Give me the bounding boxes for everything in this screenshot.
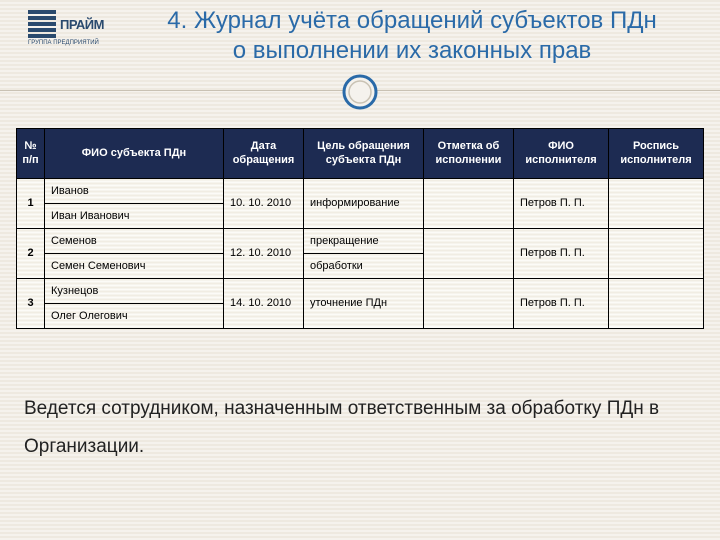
cell-date: 10. 10. 2010 bbox=[224, 178, 304, 228]
cell-goal: уточнение ПДн bbox=[304, 278, 424, 328]
logo-subtext: ГРУППА ПРЕДПРИЯТИЙ bbox=[28, 40, 106, 46]
title-line1: 4. Журнал учёта обращений субъектов ПДн bbox=[167, 7, 656, 34]
logo-bars-icon bbox=[28, 10, 56, 38]
page-title: 4. Журнал учёта обращений субъектов ПДн … bbox=[110, 6, 714, 66]
cell-mark bbox=[424, 278, 514, 328]
col-goal: Цель обращениясубъекта ПДн bbox=[304, 129, 424, 179]
cell-date: 14. 10. 2010 bbox=[224, 278, 304, 328]
cell-goal2: обработки bbox=[304, 253, 424, 278]
col-exec: ФИОисполнителя bbox=[514, 129, 609, 179]
ornament-circle-icon bbox=[340, 72, 380, 112]
cell-fio2: Семен Семенович bbox=[45, 253, 224, 278]
table-row: 2 Семенов 12. 10. 2010 прекращение Петро… bbox=[17, 228, 704, 253]
cell-fio2: Олег Олегович bbox=[45, 303, 224, 328]
cell-date: 12. 10. 2010 bbox=[224, 228, 304, 278]
cell-fio2: Иван Иванович bbox=[45, 203, 224, 228]
cell-sign bbox=[609, 228, 704, 278]
col-mark: Отметка обисполнении bbox=[424, 129, 514, 179]
col-fio: ФИО субъекта ПДн bbox=[45, 129, 224, 179]
cell-goal: прекращение bbox=[304, 228, 424, 253]
cell-exec: Петров П. П. bbox=[514, 178, 609, 228]
cell-num: 1 bbox=[17, 178, 45, 228]
cell-fio: Семенов bbox=[45, 228, 224, 253]
journal-table: №п/п ФИО субъекта ПДн Датаобращения Цель… bbox=[16, 128, 704, 329]
cell-exec: Петров П. П. bbox=[514, 278, 609, 328]
title-line2: о выполнении их законных прав bbox=[233, 37, 592, 64]
cell-fio: Кузнецов bbox=[45, 278, 224, 303]
logo-brand: ПРАЙМ bbox=[60, 17, 104, 32]
cell-num: 3 bbox=[17, 278, 45, 328]
col-num: №п/п bbox=[17, 129, 45, 179]
table-header-row: №п/п ФИО субъекта ПДн Датаобращения Цель… bbox=[17, 129, 704, 179]
cell-goal: информирование bbox=[304, 178, 424, 228]
cell-exec: Петров П. П. bbox=[514, 228, 609, 278]
cell-mark bbox=[424, 228, 514, 278]
table-row: 3 Кузнецов 14. 10. 2010 уточнение ПДн Пе… bbox=[17, 278, 704, 303]
logo: ПРАЙМ ГРУППА ПРЕДПРИЯТИЙ bbox=[28, 10, 106, 46]
footer-note: Ведется сотрудником, назначенным ответст… bbox=[24, 390, 696, 466]
col-sign: Росписьисполнителя bbox=[609, 129, 704, 179]
cell-sign bbox=[609, 178, 704, 228]
col-date: Датаобращения bbox=[224, 129, 304, 179]
cell-num: 2 bbox=[17, 228, 45, 278]
cell-mark bbox=[424, 178, 514, 228]
cell-sign bbox=[609, 278, 704, 328]
cell-fio: Иванов bbox=[45, 178, 224, 203]
table-row: 1 Иванов 10. 10. 2010 информирование Пет… bbox=[17, 178, 704, 203]
